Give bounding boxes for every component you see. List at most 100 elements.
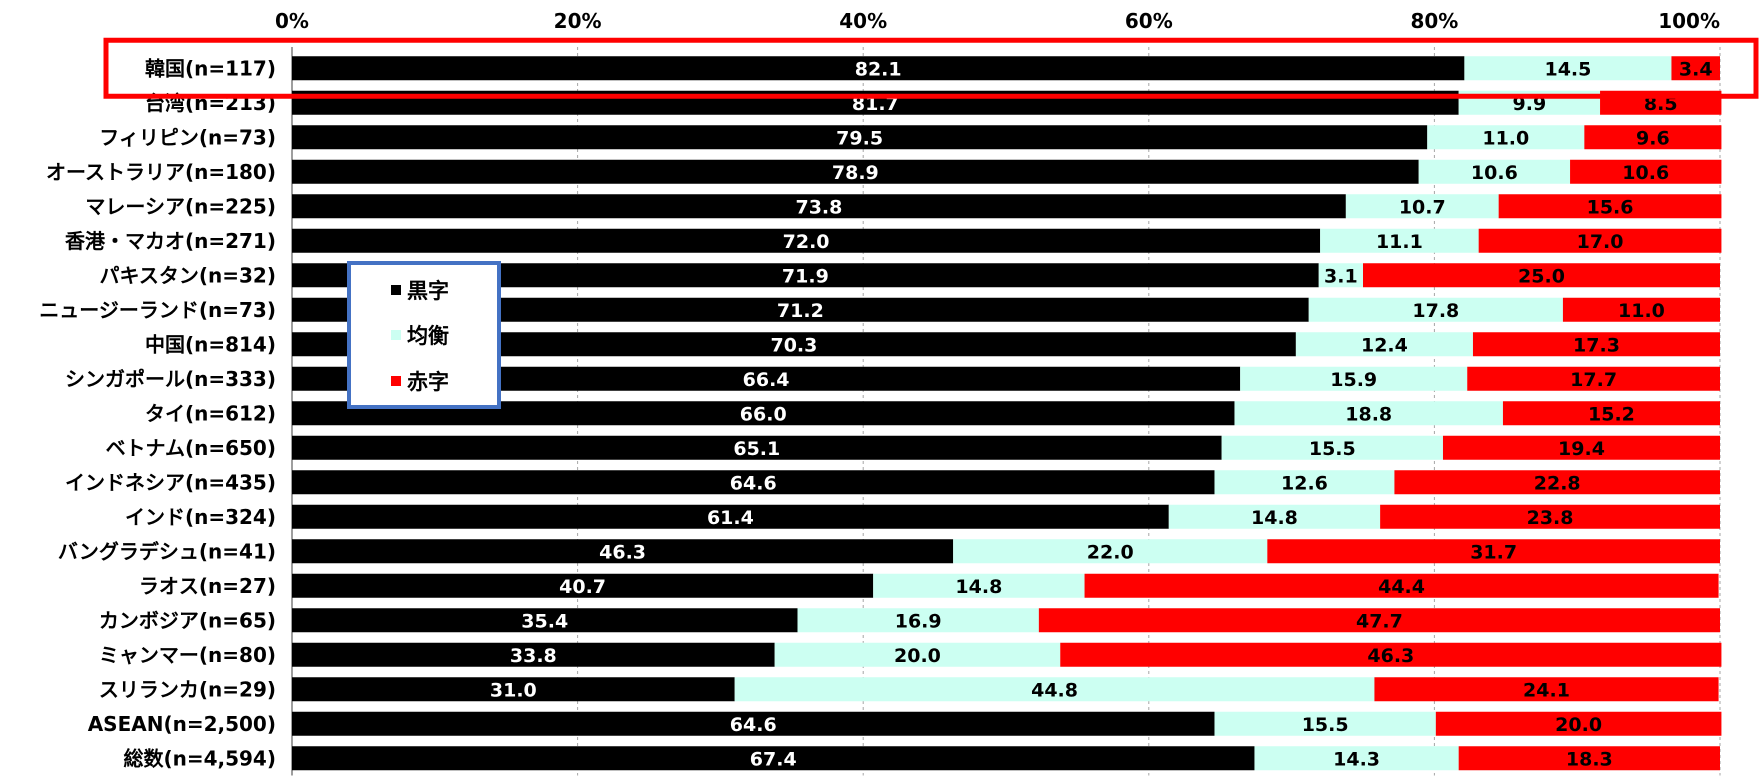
data-label-balance: 10.6 bbox=[1471, 162, 1518, 184]
data-label-deficit: 17.0 bbox=[1577, 231, 1624, 253]
bars: 82.1 14.5 3.481.7 9.9 8.579.5 11.0 9.678.9 10.6… bbox=[292, 56, 1722, 771]
legend: 黒字 均衡 赤字 bbox=[347, 261, 501, 409]
category-label: スリランカ(n=29) bbox=[99, 677, 276, 701]
category-label: 韓国(n=117) bbox=[145, 56, 276, 80]
data-label-deficit: 20.0 bbox=[1555, 714, 1602, 736]
bar-balance bbox=[1318, 263, 1363, 288]
data-label-deficit: 24.1 bbox=[1523, 679, 1570, 701]
data-label-balance: 17.8 bbox=[1412, 300, 1459, 322]
bar-deficit bbox=[1374, 677, 1719, 702]
data-label-deficit: 17.3 bbox=[1573, 334, 1620, 356]
category-label: 総数(n=4,594) bbox=[123, 746, 276, 770]
bar-balance bbox=[1464, 56, 1672, 81]
data-label-surplus: 46.3 bbox=[599, 541, 646, 563]
data-label-balance: 44.8 bbox=[1031, 679, 1078, 701]
category-label: マレーシア(n=225) bbox=[85, 194, 276, 218]
bar-balance bbox=[953, 539, 1268, 564]
data-label-balance: 14.8 bbox=[1251, 507, 1298, 529]
bar-deficit bbox=[1478, 228, 1722, 253]
legend-label-surplus: 黒字 bbox=[407, 279, 449, 303]
bar-surplus bbox=[292, 435, 1222, 460]
bar-surplus bbox=[292, 711, 1215, 736]
category-label: オーストラリア(n=180) bbox=[46, 160, 276, 184]
x-tick-label: 100% bbox=[1658, 9, 1720, 33]
bar-surplus bbox=[292, 159, 1419, 184]
x-axis-ticks: 0% 20% 40% 60% 80% 100% bbox=[275, 9, 1720, 33]
bar-deficit bbox=[1380, 504, 1720, 529]
x-tick-label: 60% bbox=[1125, 9, 1173, 33]
bar-deficit bbox=[1467, 366, 1720, 391]
data-label-surplus: 78.9 bbox=[832, 162, 879, 184]
data-label-deficit: 31.7 bbox=[1470, 541, 1517, 563]
bar-balance bbox=[873, 573, 1085, 598]
bar-surplus bbox=[292, 194, 1346, 219]
data-label-deficit: 22.8 bbox=[1534, 472, 1581, 494]
data-label-deficit: 46.3 bbox=[1367, 645, 1414, 667]
data-label-deficit: 18.3 bbox=[1566, 748, 1613, 770]
category-label: フィリピン(n=73) bbox=[99, 125, 276, 149]
data-label-balance: 14.8 bbox=[955, 576, 1002, 598]
category-label: インド(n=324) bbox=[125, 505, 276, 529]
x-tick-label: 80% bbox=[1410, 9, 1458, 33]
data-label-deficit: 19.4 bbox=[1558, 438, 1605, 460]
data-label-balance: 14.5 bbox=[1544, 58, 1591, 80]
data-label-balance: 15.5 bbox=[1309, 438, 1356, 460]
data-label-deficit: 15.6 bbox=[1587, 196, 1634, 218]
legend-item-surplus: 黒字 bbox=[391, 277, 449, 303]
category-label: タイ(n=612) bbox=[145, 401, 276, 425]
bar-balance bbox=[1345, 194, 1499, 219]
bar-balance bbox=[1221, 435, 1443, 460]
bar-balance bbox=[1168, 504, 1381, 529]
legend-swatch-balance bbox=[391, 330, 401, 340]
data-label-balance: 16.9 bbox=[895, 610, 942, 632]
data-label-deficit: 23.8 bbox=[1527, 507, 1574, 529]
data-label-surplus: 64.6 bbox=[730, 472, 777, 494]
category-label: ニュージーランド(n=73) bbox=[39, 298, 276, 322]
bar-balance bbox=[1254, 746, 1459, 771]
category-label: 中国(n=814) bbox=[145, 332, 276, 356]
bar-surplus bbox=[292, 573, 874, 598]
highlight-rectangle bbox=[103, 37, 1759, 99]
bar-surplus bbox=[292, 677, 735, 702]
data-label-balance: 20.0 bbox=[894, 645, 941, 667]
legend-item-deficit: 赤字 bbox=[391, 368, 449, 394]
data-label-balance: 14.3 bbox=[1333, 748, 1380, 770]
data-label-surplus: 66.0 bbox=[740, 403, 787, 425]
bar-surplus bbox=[292, 642, 775, 667]
bar-surplus bbox=[292, 746, 1255, 771]
bar-surplus bbox=[292, 125, 1428, 150]
bar-balance bbox=[1295, 332, 1473, 357]
data-label-surplus: 72.0 bbox=[783, 231, 830, 253]
data-label-surplus: 66.4 bbox=[743, 369, 790, 391]
bar-deficit bbox=[1038, 608, 1720, 633]
data-label-surplus: 33.8 bbox=[510, 645, 557, 667]
category-label: インドネシア(n=435) bbox=[65, 470, 276, 494]
bar-surplus bbox=[292, 470, 1215, 495]
x-tick-label: 0% bbox=[275, 9, 309, 33]
data-label-balance: 15.9 bbox=[1330, 369, 1377, 391]
bar-deficit bbox=[1084, 573, 1719, 598]
legend-item-balance: 均衡 bbox=[391, 322, 449, 348]
data-label-surplus: 67.4 bbox=[750, 748, 797, 770]
bar-balance bbox=[1214, 711, 1436, 736]
data-label-surplus: 71.9 bbox=[782, 265, 829, 287]
highlight-box bbox=[103, 37, 1759, 99]
data-label-deficit: 47.7 bbox=[1356, 610, 1403, 632]
data-label-balance: 15.5 bbox=[1302, 714, 1349, 736]
data-label-deficit: 11.0 bbox=[1618, 300, 1665, 322]
category-label: パキスタン(n=32) bbox=[99, 263, 276, 287]
bar-deficit bbox=[1502, 401, 1720, 426]
bar-deficit bbox=[1435, 711, 1722, 736]
bar-surplus bbox=[292, 539, 954, 564]
data-label-surplus: 70.3 bbox=[770, 334, 817, 356]
x-tick-label: 40% bbox=[839, 9, 887, 33]
bar-balance bbox=[734, 677, 1375, 702]
data-label-surplus: 73.8 bbox=[795, 196, 842, 218]
bar-balance bbox=[1427, 125, 1585, 150]
bar-deficit bbox=[1363, 263, 1720, 288]
data-label-surplus: 71.2 bbox=[777, 300, 824, 322]
category-label: シンガポール(n=333) bbox=[65, 367, 276, 391]
bar-balance bbox=[1320, 228, 1479, 253]
category-label: ASEAN(n=2,500) bbox=[88, 712, 276, 736]
